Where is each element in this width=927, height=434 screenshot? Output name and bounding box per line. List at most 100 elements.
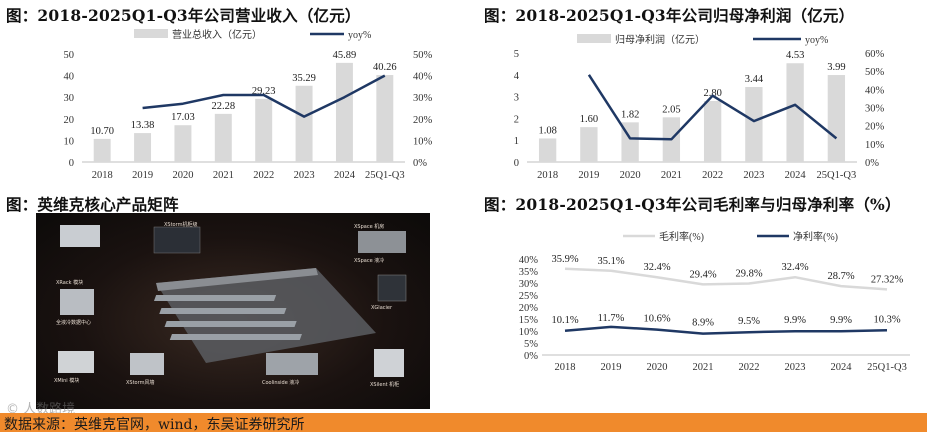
matrix-artwork [58,225,407,377]
product-xspace-room [153,226,201,254]
bar [295,85,313,162]
bar-value-label: 45.89 [333,50,357,61]
x-tick-label: 25Q1-Q3 [817,170,857,181]
bar [580,127,598,162]
y-tick-left: 20 [64,115,75,126]
legend-bar-label: 营业总收入（亿元） [172,28,262,41]
revenue-plot: 0 10 20 30 40 50 0% 10% 20% 30% 40% 50% 10.70 2018 13.… [64,50,433,181]
y-tick-left: 3 [514,93,519,104]
net-margin-label: 9.9% [784,315,806,326]
legend-bar-label: 归母净利润（亿元） [615,33,705,46]
bar-value-label: 1.60 [580,114,598,125]
matrix-label-9: XSilent 机柜 [370,382,400,388]
profit-plot: 0123450%10%20%30%40%50%60%1.0820181.6020… [514,49,885,181]
bar-value-label: 4.53 [786,50,804,61]
x-tick-label: 2024 [785,170,807,181]
bar-value-label: 13.38 [131,120,155,131]
gross-margin-label: 29.8% [735,268,762,279]
bar [827,75,846,162]
net-margin-line [564,325,888,335]
x-tick-label: 2019 [132,170,153,181]
y-tick-left: 4 [514,71,520,82]
y-tick-left: 2 [514,114,519,125]
gross-margin-label: 29.4% [689,269,716,280]
y-tick-right: 10% [413,136,433,147]
server-rows [153,295,302,340]
y-tick-left: 0 [514,158,519,169]
bar-value-label: 40.26 [373,62,397,73]
net-margin-label: 9.5% [738,316,760,327]
legend-net-label: 净利率(%) [793,230,838,243]
x-tick-label: 2023 [743,170,764,181]
y-tick-right: 50% [865,67,885,78]
x-tick-label: 2020 [647,362,668,373]
matrix-label-10: 全液冷数据中心 [56,320,92,326]
bar-value-label: 17.03 [171,112,195,123]
gross-margin-label: 32.4% [781,262,808,273]
product-xstorm-cabinet [60,225,100,247]
y-tick-right: 0% [865,158,879,169]
bar-value-label: 1.08 [538,125,556,136]
y-tick-left: 1 [514,136,519,147]
bar [255,98,273,162]
bar [335,62,353,162]
source-footer: 数据来源：英维克官网，wind，东吴证券研究所 [0,413,927,433]
y-tick-left: 10 [64,136,75,147]
matrix-label-1: XStorm机柜级 [164,222,198,228]
matrix-title: 图：英维克核心产品矩阵 [6,195,179,214]
y-tick-right: 10% [865,140,885,151]
product-matrix-image: XStorm机柜级 XSpace 机房 XSpace 液冷 XGlacier X… [36,213,430,409]
matrix-label-4: XGlacier [371,305,393,311]
net-margin-label: 11.7% [598,313,625,324]
y-tick-right: 40% [413,72,433,83]
y-tick-right: 30% [413,93,433,104]
bar-value-label: 2.80 [703,88,721,99]
x-tick-label: 2018 [92,170,113,181]
net-margin-label: 10.1% [551,315,578,326]
product-xmini [58,351,94,373]
y-tick-left: 0 [69,158,74,169]
y-tick: 15% [519,315,539,326]
legend-bar-swatch [134,29,168,38]
bar-value-label: 29.23 [252,86,276,97]
bar-value-label: 1.82 [621,109,639,120]
matrix-label-8: XMini 模块 [54,378,80,384]
net-margin-label: 8.9% [692,318,714,329]
y-tick: 10% [519,327,539,338]
x-tick-label: 2020 [172,170,193,181]
y-tick: 35% [519,267,539,278]
x-tick-label: 2021 [693,362,714,373]
source-text: 数据来源：英维克官网，wind，东吴证券研究所 [4,417,305,433]
legend-line-label: yoy% [805,35,828,46]
y-tick-right: 20% [413,115,433,126]
y-tick: 20% [519,303,539,314]
x-tick-label: 2023 [294,170,315,181]
y-tick-right: 0% [413,158,427,169]
legend-bar-swatch [577,34,611,43]
net-margin-label: 10.6% [643,314,670,325]
data-hall-wall [156,268,318,291]
bar [134,133,152,162]
y-tick-right: 30% [865,104,885,115]
gross-margin-label: 27.32% [871,274,904,285]
product-xrack [60,289,94,315]
bar [214,113,232,162]
y-tick-right: 50% [413,50,433,61]
y-tick-right: 60% [865,49,885,60]
y-tick-left: 5 [514,49,519,60]
profit-chart-title: 图：2018-2025Q1-Q3年公司归母净利润（亿元） [484,6,855,25]
matrix-label-2: XSpace 机房 [354,224,385,230]
bar-value-label: 22.28 [212,101,236,112]
margin-plot: 0%5%10%15%20%25%30%35%40% 2018 2019 2020 202… [519,254,910,373]
margin-chart: 毛利率(%) 净利率(%) 0%5%10%15%20%25%30%35%40% 2… [519,230,910,373]
matrix-label-3: XSpace 液冷 [354,258,385,264]
gross-margin-line [564,267,888,291]
y-tick-left: 30 [64,93,75,104]
revenue-chart: 营业总收入（亿元） yoy% 0 10 20 30 40 50 0% 10% 20% 30% 40%… [64,28,433,181]
y-tick-right: 20% [865,122,885,133]
margin-legend: 毛利率(%) 净利率(%) [623,230,838,243]
product-coolinside [266,353,318,375]
x-tick-label: 2019 [601,362,622,373]
x-tick-label: 2022 [702,170,723,181]
bar [745,87,763,162]
